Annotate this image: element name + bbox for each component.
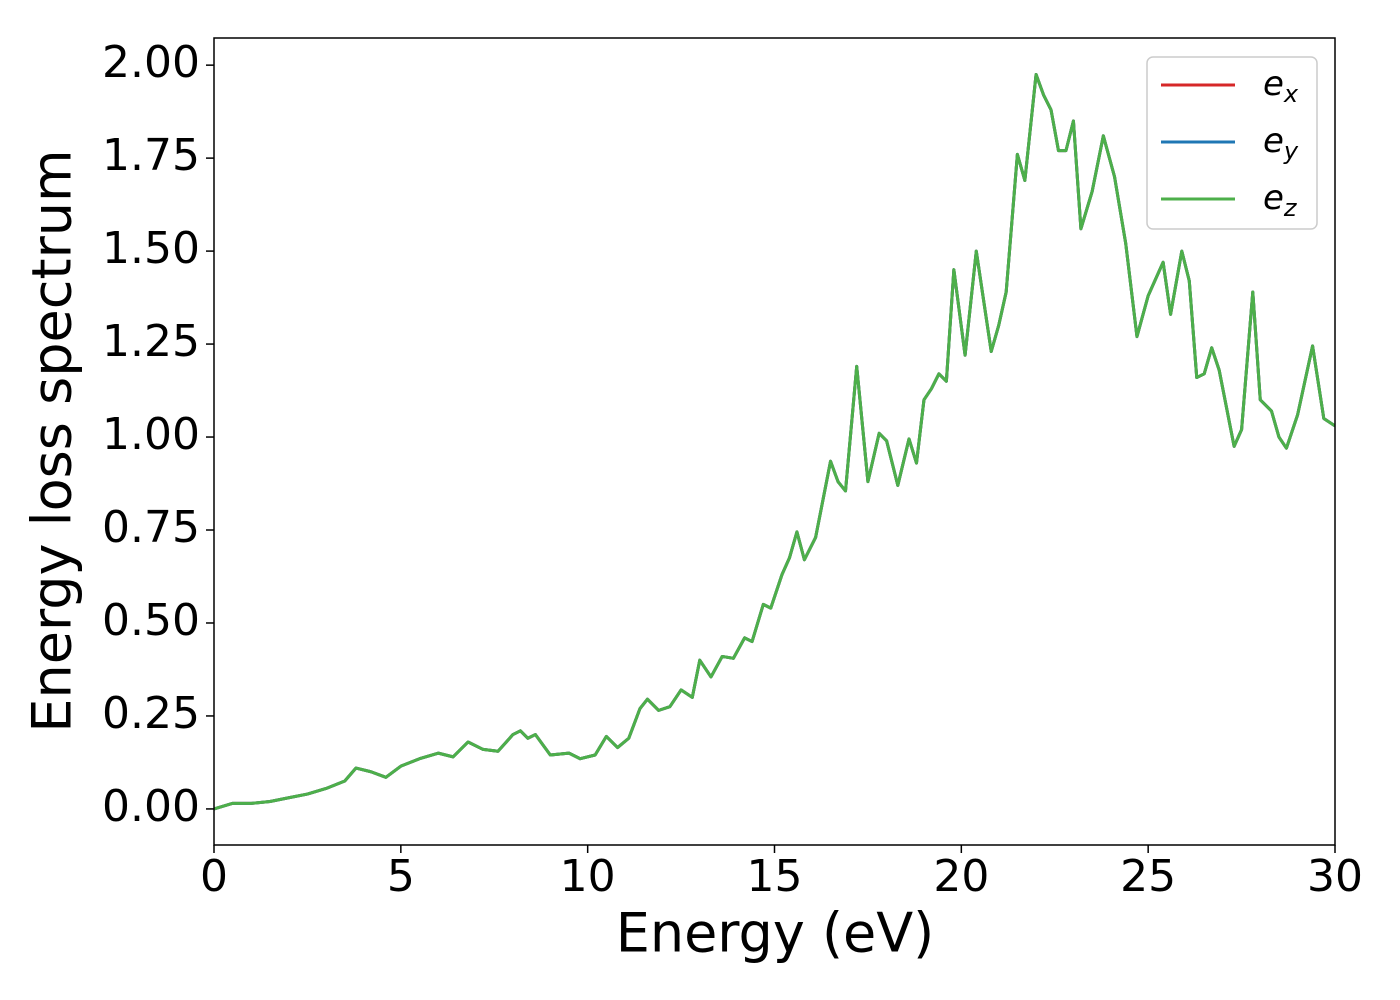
x-tick-label: 10 <box>560 851 616 902</box>
x-tick-label: 30 <box>1307 851 1363 902</box>
series-line <box>214 72 1335 811</box>
y-tick-label: 0.75 <box>102 502 200 553</box>
y-tick-label: 0.00 <box>102 781 200 832</box>
x-axis-label: Energy (eV) <box>616 902 935 965</box>
legend-label: ey <box>1263 121 1299 166</box>
x-tick-label: 15 <box>747 851 803 902</box>
plot-frame <box>213 37 1336 846</box>
x-tick-label: 5 <box>387 851 415 902</box>
legend-label: ex <box>1263 64 1299 109</box>
x-tick-label: 25 <box>1120 851 1176 902</box>
y-tick-label: 0.50 <box>102 595 200 646</box>
x-tick-label: 20 <box>933 851 989 902</box>
y-tick-label: 1.25 <box>102 316 200 367</box>
legend-label: ez <box>1263 178 1298 223</box>
y-tick-label: 0.25 <box>102 688 200 739</box>
x-tick-label: 0 <box>200 851 228 902</box>
y-axis-label: Energy loss spectrum <box>21 149 84 732</box>
y-tick-label: 1.75 <box>102 130 200 181</box>
y-tick-label: 1.50 <box>102 223 200 274</box>
y-tick-label: 1.00 <box>102 409 200 460</box>
y-tick-label: 2.00 <box>102 37 200 88</box>
